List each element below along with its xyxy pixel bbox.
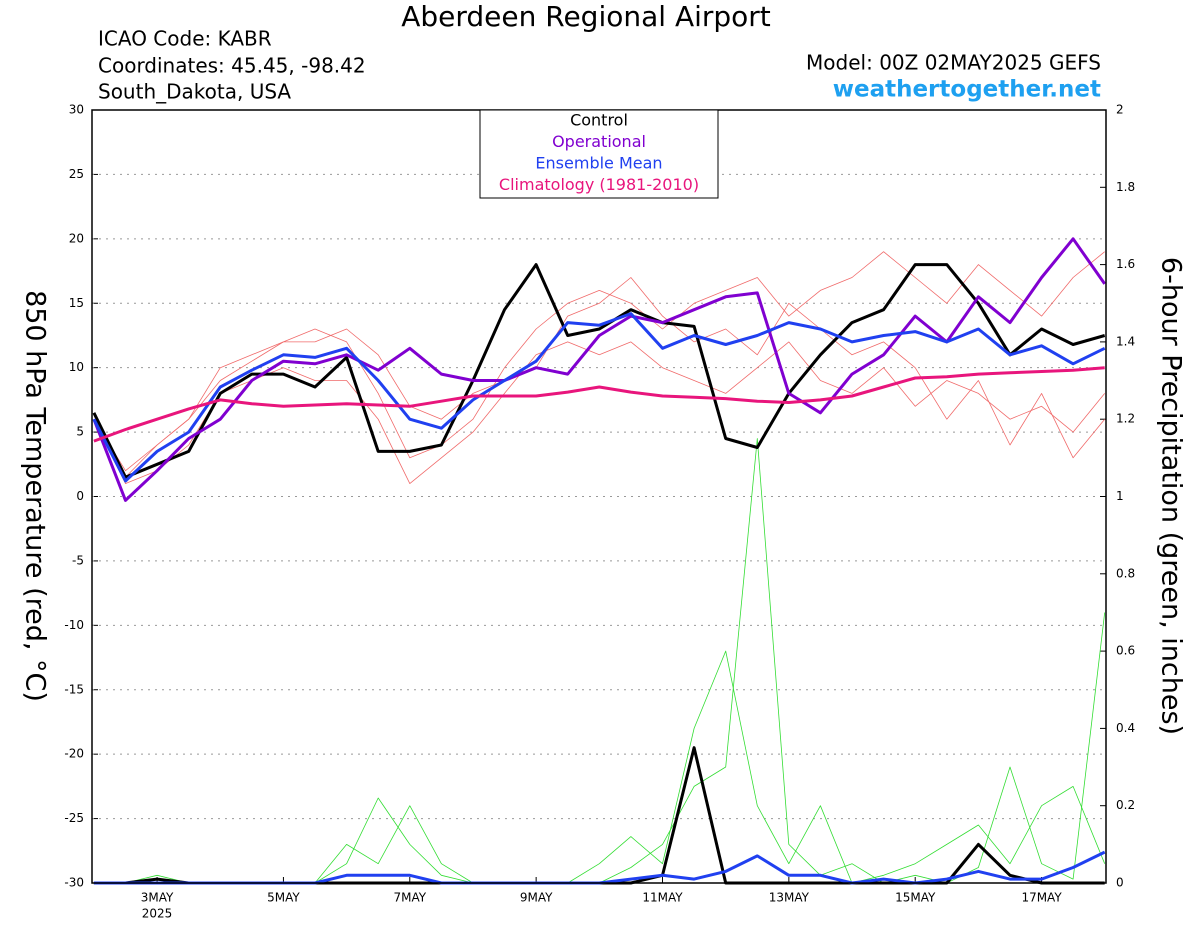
ensemble-line (93, 650, 1106, 884)
series-line (92, 263, 1106, 479)
y-tick-label: -15 (64, 682, 84, 696)
series-line (92, 312, 1106, 483)
y2-tick-label: 1.2 (1116, 412, 1135, 426)
x-tick-label: 7MAY (393, 891, 426, 905)
legend-entry: Ensemble Mean (535, 154, 662, 173)
y-tick-label: -30 (64, 876, 84, 890)
model: Model: 00Z 02MAY2025 GEFS (806, 51, 1101, 75)
y2-tick-label: 0.2 (1116, 798, 1135, 812)
series-line (92, 237, 1106, 502)
info: South_Dakota, USA (98, 80, 291, 104)
y-axis-label: 850 hPa Temperature (red, °C) (20, 290, 51, 702)
y2-tick-label: 0 (1116, 876, 1124, 890)
y2-tick-label: 1 (1116, 489, 1124, 503)
y2-tick-label: 2 (1116, 103, 1124, 117)
info: ICAO Code: KABR (98, 27, 272, 51)
x-tick-label: 17MAY (1021, 891, 1062, 905)
y2-tick-label: 0.8 (1116, 566, 1135, 580)
plot-area (92, 109, 1106, 885)
legend-entry: Climatology (1981-2010) (499, 175, 699, 194)
legend-entry: Control (570, 111, 628, 130)
x-tick-label: 3MAY (141, 891, 174, 905)
y-tick-label: -20 (64, 747, 84, 761)
x-tick-label: 5MAY (267, 891, 300, 905)
site: weathertogether.net (833, 77, 1101, 103)
series-line (93, 366, 1105, 443)
ensemble-line (93, 438, 1106, 884)
legend: Control Operational Ensemble Mean Climatolo… (479, 109, 719, 199)
y2-tick-label: 0.6 (1116, 644, 1135, 658)
x-year: 2025 (142, 907, 173, 921)
y-tick-label: 20 (69, 231, 84, 245)
legend-box (479, 109, 719, 199)
precip-line (93, 850, 1106, 885)
x-tick-label: 9MAY (520, 891, 553, 905)
y2-tick-label: 0.4 (1116, 721, 1135, 735)
y-tick-label: 5 (76, 425, 84, 439)
x-tick-label: 11MAY (642, 891, 683, 905)
info: Coordinates: 45.45, -98.42 (98, 54, 366, 78)
ensemble-line (93, 341, 1106, 484)
legend-entry: Operational (552, 132, 646, 151)
ensemble-line (93, 277, 1106, 472)
y2-tick-label: 1.4 (1116, 334, 1135, 348)
y-tick-label: 10 (69, 360, 84, 374)
y2-tick-label: 1.6 (1116, 257, 1135, 271)
y2-tick-label: 1.8 (1116, 180, 1135, 194)
chart-title: Aberdeen Regional Airport (401, 0, 771, 33)
ensemble-line (93, 251, 1105, 478)
precip-line (93, 746, 1105, 885)
y-tick-label: 0 (76, 489, 84, 503)
y-tick-label: 15 (69, 296, 84, 310)
y-tick-label: 30 (69, 103, 84, 117)
y-tick-label: 25 (69, 167, 84, 181)
y-tick-label: -25 (64, 811, 84, 825)
y2-axis-label: 6-hour Precipitation (green, inches) (1156, 257, 1187, 735)
x-tick-label: 15MAY (895, 891, 936, 905)
x-tick-label: 13MAY (769, 891, 810, 905)
y-tick-label: -10 (64, 618, 84, 632)
y-tick-label: -5 (72, 553, 84, 567)
